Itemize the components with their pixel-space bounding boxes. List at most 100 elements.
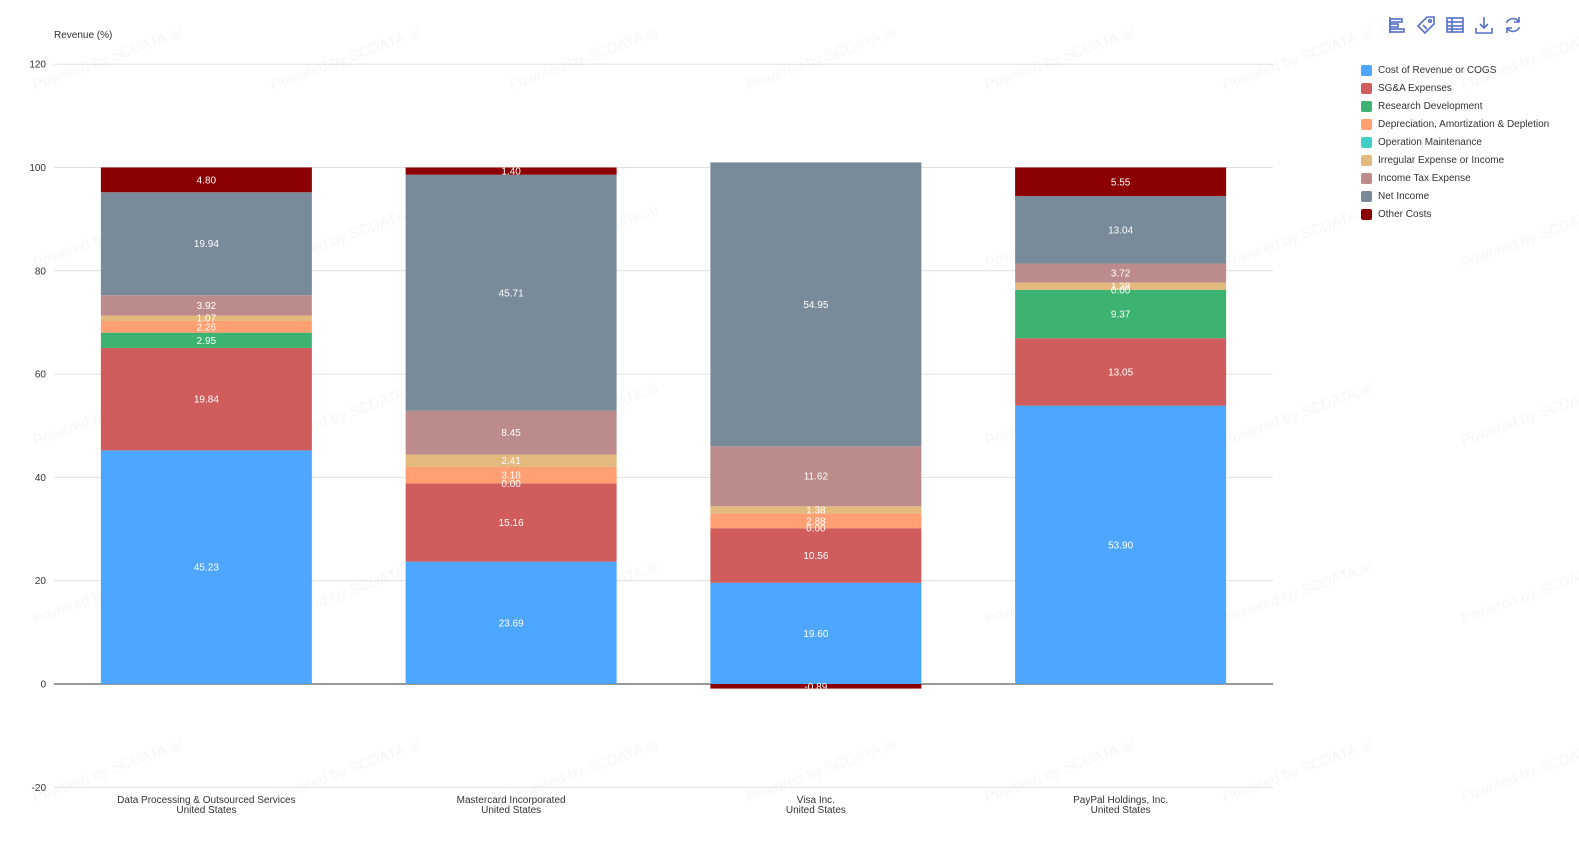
data-label: 1.07 [197,314,217,325]
bar-segment[interactable] [405,466,617,484]
bar-segment[interactable] [405,167,617,175]
y-tick-label: 40 [35,473,47,484]
legend-swatch [1361,190,1372,202]
data-label: 19.94 [194,239,219,250]
watermark-text: Powered by SCDATA.ai [269,24,423,94]
tag-icon[interactable] [1415,14,1436,35]
refresh-icon[interactable] [1502,14,1523,35]
bar-chart-icon[interactable] [1386,14,1407,35]
data-label: 45.71 [499,288,524,299]
bar-segment[interactable] [405,174,617,411]
x-axis-ticks: Data Processing & Outsourced Services Uni… [117,795,1168,816]
data-label: 1.38 [1111,282,1131,293]
legend-label: Irregular Expense or Income [1378,154,1505,166]
bar-segment[interactable] [100,332,312,348]
watermark-text: Powered by SCDATA.ai [1459,380,1579,450]
bar-segment[interactable] [100,192,312,296]
x-tick-label: Mastercard Incorporated [457,795,566,806]
y-tick-label: 80 [35,266,47,277]
bar-segment[interactable] [405,483,617,562]
data-label: 2.95 [197,336,217,347]
watermark-text: Powered by SCDATA.ai [745,24,899,94]
data-label: 54.95 [803,300,828,311]
data-label: 13.04 [1108,225,1133,236]
bar-segment[interactable] [405,454,617,467]
bar-segment[interactable] [100,347,312,451]
data-label: 5.55 [1111,177,1131,188]
x-tick-label: United States [786,805,846,816]
bar-segment[interactable] [1015,289,1227,339]
bar-segment[interactable] [100,167,312,193]
data-label: 53.90 [1108,540,1133,551]
bar-segment[interactable] [1015,263,1227,283]
y-tick-label: 60 [35,370,47,381]
data-label: 0.00 [1111,285,1131,296]
data-label: 2.26 [197,322,217,333]
bar-segment[interactable] [100,315,312,322]
bar-segment[interactable] [710,582,922,684]
bar-segment[interactable] [100,295,312,316]
data-labels-layer: 45.23 19.84 2.95 2.261.07 3.92 19.94 4.80 23.69… [194,167,1134,693]
watermark-text: Powered by SCDATA.ai [1221,380,1375,450]
data-label: -0.89 [804,682,827,693]
bar-segment[interactable] [710,162,922,447]
bar-segment[interactable] [100,450,312,684]
y-axis-ticks: -20 0 20 40 60 80 100 120 [29,60,46,794]
data-label: 2.88 [806,516,826,527]
legend-swatch [1361,65,1372,77]
bar-segment[interactable] [710,513,922,529]
x-tick-label: Data Processing & Outsourced Services [117,795,295,806]
legend-item[interactable]: Other Costs [1361,205,1549,223]
bar-segment[interactable] [1015,405,1227,684]
legend-label: Other Costs [1378,208,1432,220]
watermark-text: Powered by SCDATA.ai [983,24,1137,94]
chart-legend: Cost of Revenue or COGS SG&A Expenses Rese… [1361,62,1549,223]
x-tick-label: United States [1091,805,1151,816]
watermark-text: Powered by SCDATA.ai [1221,736,1375,806]
bar-segment[interactable] [405,410,617,455]
bar-segment[interactable] [710,446,922,507]
table-icon[interactable] [1444,14,1465,35]
legend-item[interactable]: Research Development [1361,98,1549,116]
data-label: 9.37 [1111,310,1131,321]
watermark-text: Powered by SCDATA.ai [1221,558,1375,628]
chart-toolbar [1386,14,1523,35]
data-label: 3.18 [501,471,521,482]
y-axis-label: Revenue (%) [54,30,112,41]
x-tick-label: Visa Inc. [797,795,835,806]
x-tick-label: United States [481,805,541,816]
legend-item[interactable]: Net Income [1361,187,1549,205]
legend-item[interactable]: Cost of Revenue or COGS [1361,62,1549,80]
legend-label: Depreciation, Amortization & Depletion [1378,119,1550,131]
bar-segment[interactable] [710,528,922,583]
y-tick-label: 120 [29,60,46,71]
data-label: 19.84 [194,395,219,406]
legend-swatch [1361,208,1372,220]
data-label: 1.38 [806,505,826,516]
bar-segment[interactable] [100,321,312,333]
bar-segment[interactable] [405,561,617,684]
download-icon[interactable] [1473,14,1494,35]
bar-segment[interactable] [710,506,922,514]
data-label: 19.60 [803,629,828,640]
y-tick-label: 100 [29,163,46,174]
watermark-text: Powered by SCDATA.ai [1459,558,1579,628]
bar-segment[interactable] [1015,338,1227,406]
legend-item[interactable]: Operation Maintenance [1361,134,1549,152]
y-tick-label: 0 [40,680,46,691]
bar-segment[interactable] [1015,167,1227,197]
data-label: 3.72 [1111,269,1131,280]
legend-item[interactable]: Depreciation, Amortization & Depletion [1361,116,1549,134]
bar-segment[interactable] [1015,282,1227,290]
bar-segment[interactable] [710,684,922,689]
bar-segment[interactable] [1015,196,1227,264]
data-label: 13.05 [1108,367,1133,378]
legend-item[interactable]: SG&A Expenses [1361,80,1549,98]
y-tick-label: -20 [32,783,47,794]
watermark-text: Powered by SCDATA.ai [507,24,661,94]
legend-item[interactable]: Income Tax Expense [1361,169,1549,187]
legend-label: Cost of Revenue or COGS [1378,65,1497,77]
legend-item[interactable]: Irregular Expense or Income [1361,151,1549,169]
y-tick-label: 20 [35,576,47,587]
